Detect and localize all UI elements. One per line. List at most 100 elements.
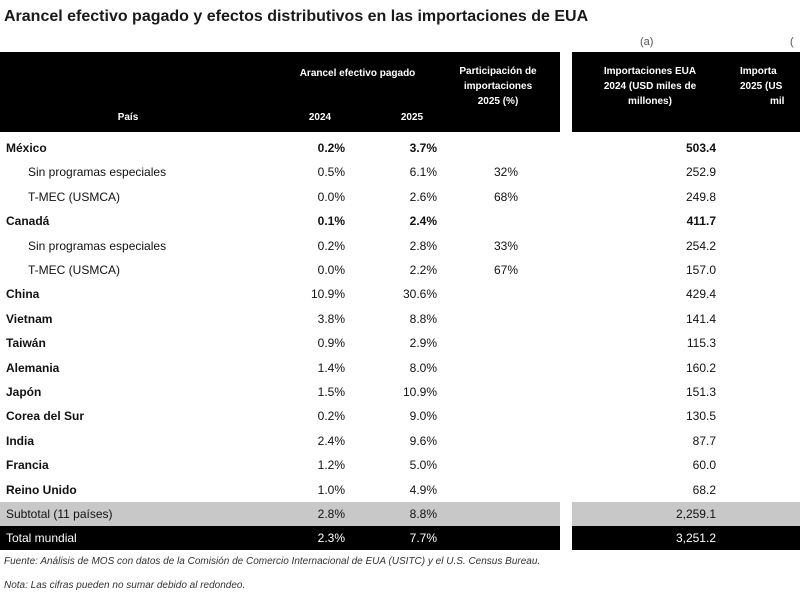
table-row: Subtotal (11 países) 2.8% 8.8% 2,259.1 (0, 502, 800, 526)
row-arancel-2024: 3.8% (317, 311, 345, 326)
row-imports-2024: 411.7 (686, 214, 716, 229)
row-arancel-2025: 6.1% (409, 165, 437, 180)
row-name: Francia (6, 458, 49, 473)
row-arancel-2024: 0.9% (317, 336, 345, 351)
header-2025: 2025 (400, 112, 424, 123)
row-name: Reino Unido (6, 482, 77, 497)
row-arancel-2025: 9.0% (409, 409, 437, 424)
table-row: Sin programas especiales 0.2% 2.8% 33% 254.2 (0, 234, 800, 258)
header-imports-2024-line1: Importaciones EUA (603, 66, 697, 77)
row-arancel-2025: 8.0% (409, 360, 437, 375)
row-arancel-2024: 1.0% (317, 482, 345, 497)
header-arancel-group: Arancel efectivo pagado (299, 68, 416, 79)
row-arancel-2024: 1.2% (317, 458, 345, 473)
column-letter-b: ( (790, 36, 794, 48)
row-imports-2024: 3,251.2 (675, 531, 716, 546)
row-name: Total mundial (6, 531, 77, 546)
column-gap (560, 526, 572, 551)
table-row: India 2.4% 9.6% 87.7 (0, 429, 800, 453)
footnote-nota: Nota: Las cifras pueden no sumar debido … (4, 580, 246, 591)
table-row: T-MEC (USMCA) 0.0% 2.2% 67% 157.0 (0, 258, 800, 282)
row-arancel-2025: 2.6% (409, 189, 437, 204)
row-arancel-2025: 7.7% (409, 531, 437, 546)
table-row: Reino Unido 1.0% 4.9% 68.2 (0, 478, 800, 502)
row-arancel-2025: 4.9% (409, 482, 437, 497)
row-arancel-2025: 3.7% (409, 141, 437, 155)
row-participacion: 32% (493, 165, 518, 180)
row-arancel-2025: 2.9% (409, 336, 437, 351)
table-row: Japón 1.5% 10.9% 151.3 (0, 380, 800, 404)
row-arancel-2025: 30.6% (402, 287, 437, 302)
row-imports-2024: 249.8 (685, 189, 716, 204)
header-imports-2025-line2: 2025 (US (740, 81, 783, 92)
table-row: Taiwán 0.9% 2.9% 115.3 (0, 331, 800, 355)
row-name: Taiwán (6, 336, 46, 351)
row-name: Sin programas especiales (28, 238, 167, 253)
row-name: México (6, 141, 47, 155)
table-row: T-MEC (USMCA) 0.0% 2.6% 68% 249.8 (0, 185, 800, 209)
header-imports-2024: Importaciones EUA 2024 (USD miles de mil… (585, 64, 715, 109)
row-arancel-2025: 2.8% (409, 238, 437, 253)
row-name: Canadá (6, 214, 50, 229)
row-arancel-2024: 0.0% (317, 189, 345, 204)
row-imports-2024: 115.3 (686, 336, 716, 351)
row-arancel-2024: 2.3% (317, 531, 345, 546)
row-imports-2024: 429.4 (685, 287, 716, 302)
row-arancel-2025: 2.2% (409, 263, 437, 277)
header-pais: País (117, 112, 139, 123)
row-name: Subtotal (11 países) (6, 507, 113, 521)
header-imports-2025-line3: mil (770, 96, 785, 107)
row-arancel-2024: 0.5% (317, 165, 345, 180)
table-row: Canadá 0.1% 2.4% 411.7 (0, 209, 800, 233)
header-imports-2024-line3: millones) (628, 96, 672, 107)
row-imports-2024: 2,259.1 (675, 507, 716, 521)
row-imports-2024: 254.2 (685, 238, 716, 253)
header-participacion-line2: importaciones (463, 81, 533, 92)
table-row: Sin programas especiales 0.5% 6.1% 32% 252.9 (0, 160, 800, 184)
row-arancel-2025: 10.9% (402, 385, 437, 399)
header-imports-2025: Importa 2025 (US mil (740, 64, 800, 109)
row-imports-2024: 151.3 (685, 385, 716, 399)
row-imports-2024: 252.9 (685, 165, 716, 180)
row-arancel-2024: 2.4% (317, 433, 345, 448)
row-imports-2024: 141.4 (685, 311, 716, 326)
row-arancel-2024: 2.8% (317, 507, 345, 521)
header-imports-2025-line1: Importa (740, 66, 777, 77)
row-imports-2024: 157.0 (685, 263, 716, 277)
row-arancel-2025: 9.6% (409, 433, 437, 448)
row-imports-2024: 87.7 (692, 433, 716, 448)
row-name: Corea del Sur (6, 409, 85, 424)
row-name: Japón (6, 385, 42, 399)
row-arancel-2025: 8.8% (409, 507, 437, 521)
row-name: China (6, 287, 40, 302)
row-name: Sin programas especiales (28, 165, 167, 180)
row-arancel-2024: 1.4% (317, 360, 345, 375)
row-name: T-MEC (USMCA) (28, 263, 120, 277)
table-row: Corea del Sur 0.2% 9.0% 130.5 (0, 404, 800, 428)
column-gap (560, 502, 572, 527)
row-imports-2024: 130.5 (685, 409, 716, 424)
row-participacion: 68% (493, 189, 518, 204)
header-participacion: Participación de importaciones 2025 (%) (442, 64, 554, 109)
column-letter-a: (a) (640, 36, 654, 48)
table-row: México 0.2% 3.7% 503.4 (0, 136, 800, 160)
row-arancel-2024: 10.9% (310, 287, 345, 302)
table-row: Vietnam 3.8% 8.8% 141.4 (0, 307, 800, 331)
table-row: Alemania 1.4% 8.0% 160.2 (0, 356, 800, 380)
row-name: India (6, 433, 35, 448)
table-title: Arancel efectivo pagado y efectos distri… (4, 8, 589, 25)
row-name: Alemania (6, 360, 60, 375)
header-imports-2024-line2: 2024 (USD miles de (603, 81, 697, 92)
row-imports-2024: 503.4 (685, 141, 716, 155)
row-arancel-2024: 0.1% (317, 214, 345, 229)
row-participacion: 33% (493, 238, 518, 253)
row-arancel-2024: 0.0% (317, 263, 345, 277)
row-imports-2024: 68.2 (692, 482, 716, 497)
table-header: País Arancel efectivo pagado 2024 2025 P… (0, 52, 800, 132)
row-imports-2024: 60.0 (692, 458, 716, 473)
row-name: T-MEC (USMCA) (28, 189, 120, 204)
column-gap (560, 52, 572, 132)
row-arancel-2025: 8.8% (409, 311, 437, 326)
header-participacion-line3: 2025 (%) (477, 96, 519, 107)
table-row: Francia 1.2% 5.0% 60.0 (0, 453, 800, 477)
